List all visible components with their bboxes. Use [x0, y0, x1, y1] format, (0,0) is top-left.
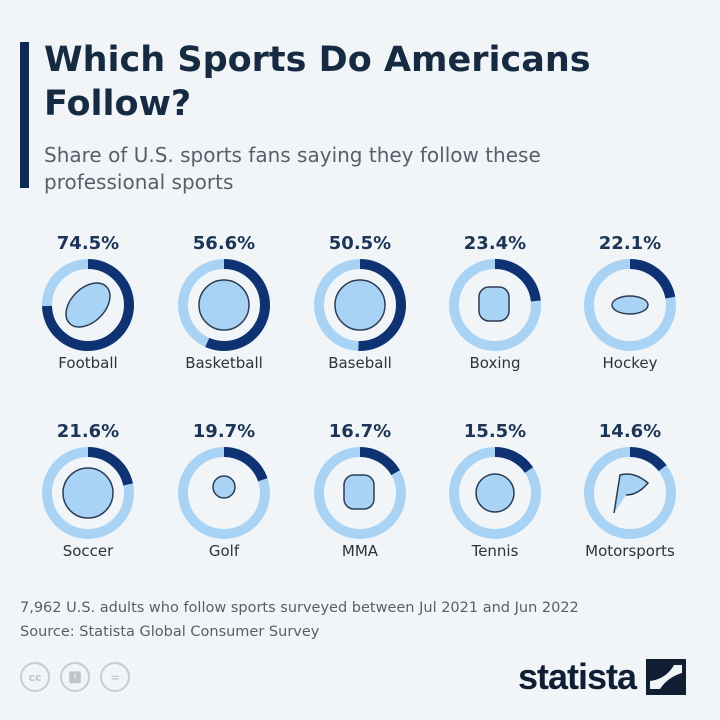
statista-logo[interactable]: statista	[518, 656, 687, 698]
donut-segment	[42, 259, 134, 351]
no-derivatives-icon[interactable]: =	[100, 662, 130, 692]
hockey-puck-icon	[611, 295, 649, 315]
source-note: Source: Statista Global Consumer Survey	[20, 624, 320, 640]
survey-note: 7,962 U.S. adults who follow sports surv…	[20, 600, 579, 616]
value-label: 14.6%	[599, 421, 661, 442]
value-label: 23.4%	[464, 233, 526, 254]
donut-segment	[178, 447, 270, 539]
donut-segment	[42, 447, 134, 539]
value-label: 21.6%	[57, 421, 119, 442]
category-label: Golf	[209, 542, 240, 560]
basketball-icon	[198, 279, 250, 331]
donut-segment	[314, 259, 406, 351]
donut-segment	[449, 447, 541, 539]
category-label: Soccer	[63, 542, 114, 560]
category-label: Baseball	[328, 354, 392, 372]
donut-segment	[584, 447, 676, 539]
value-label: 56.6%	[193, 233, 255, 254]
category-label: MMA	[342, 542, 379, 560]
value-label: 16.7%	[329, 421, 391, 442]
checkered-flag-icon	[613, 473, 650, 514]
tennis-ball-icon	[475, 473, 515, 513]
statista-logo-icon	[646, 659, 687, 695]
donut-segment	[314, 447, 406, 539]
category-label: Basketball	[185, 354, 263, 372]
boxing-glove-icon	[478, 286, 510, 322]
page-title: Which Sports Do Americans Follow?	[44, 40, 591, 124]
category-label: Football	[58, 354, 117, 372]
cc-icon[interactable]: cc	[20, 662, 50, 692]
value-label: 74.5%	[57, 233, 119, 254]
category-label: Hockey	[603, 354, 658, 372]
football-icon	[65, 282, 111, 328]
golf-ball-icon	[212, 475, 236, 499]
category-label: Motorsports	[585, 542, 675, 560]
category-label: Boxing	[469, 354, 520, 372]
logo-text: statista	[518, 656, 637, 697]
footnote: 7,962 U.S. adults who follow sports surv…	[20, 596, 579, 644]
value-label: 22.1%	[599, 233, 661, 254]
mma-glove-icon	[343, 474, 375, 510]
category-label: Tennis	[471, 542, 519, 560]
donut-segment	[178, 259, 270, 351]
value-label: 19.7%	[193, 421, 255, 442]
value-label: 50.5%	[329, 233, 391, 254]
donut-grid: 74.5% Football 56.6% Basketball 50.5% Basebal…	[42, 233, 676, 560]
title-accent-bar	[20, 42, 29, 188]
license-icons: cc 🚹︎ =	[20, 662, 130, 692]
attribution-icon[interactable]: 🚹︎	[60, 662, 90, 692]
baseball-icon	[334, 279, 386, 331]
soccer-ball-icon	[62, 467, 114, 519]
subtitle: Share of U.S. sports fans saying they fo…	[44, 143, 541, 194]
value-label: 15.5%	[464, 421, 526, 442]
donut-segment	[449, 259, 541, 351]
donut-segment	[584, 259, 676, 351]
